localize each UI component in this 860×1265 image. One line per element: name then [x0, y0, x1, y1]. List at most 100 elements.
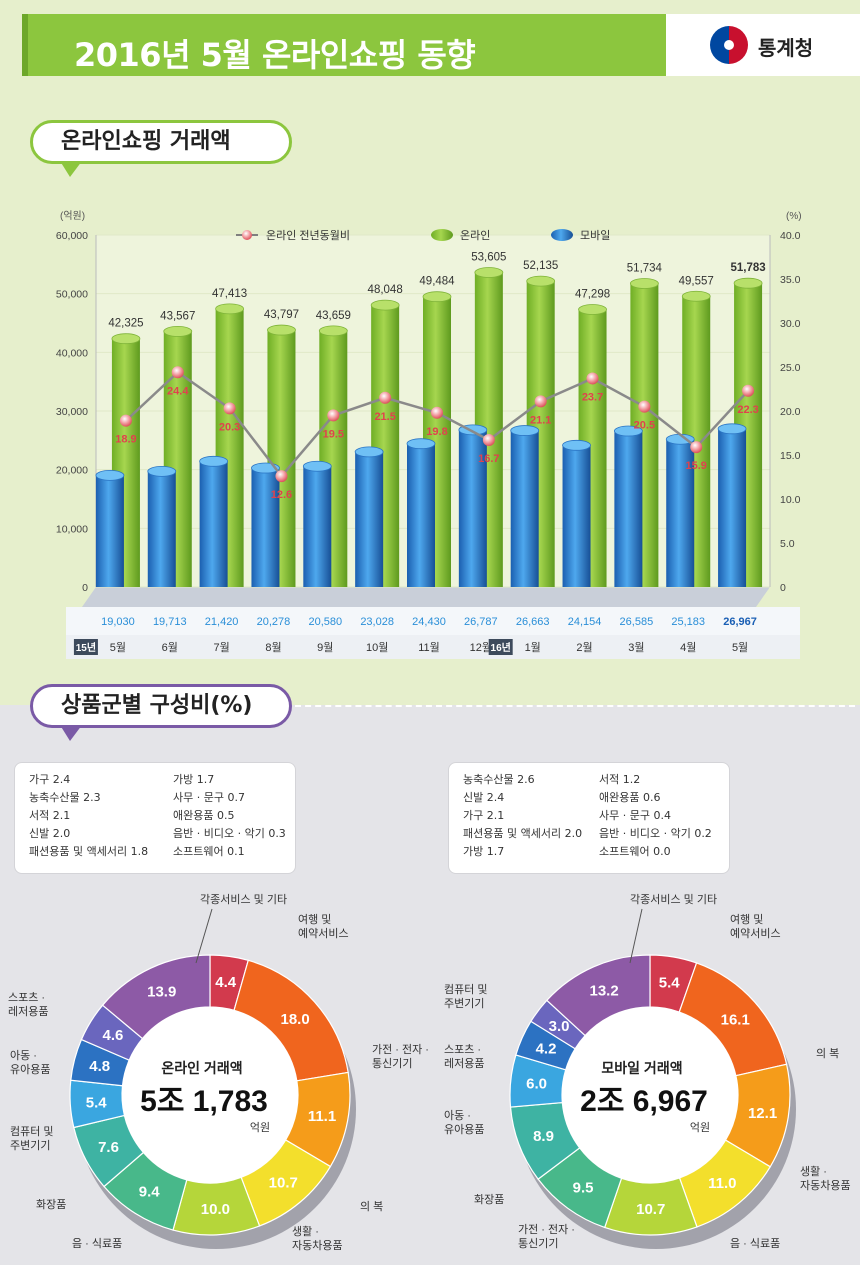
online-bar-cap [267, 324, 296, 336]
online-value-label: 53,605 [471, 252, 506, 264]
y-tick-label: 30,000 [56, 406, 88, 418]
x-tick-label: 1월 [525, 641, 541, 654]
leader-line [629, 908, 643, 964]
x-tick-label: 3월 [628, 641, 644, 654]
center-unit: 억원 [690, 1121, 710, 1134]
yoy-point [586, 372, 599, 385]
yoy-point [171, 366, 184, 379]
mobile-value-label: 25,183 [671, 616, 705, 628]
yoy-value-label: 19.8 [426, 426, 447, 438]
mobile-bar-cap [302, 460, 332, 472]
legend-swatch-mobile [551, 229, 573, 241]
online-value-label: 47,298 [575, 289, 610, 301]
x-tick-label: 5월 [110, 641, 126, 654]
category-label: 여행 및 예약서비스 [298, 913, 349, 940]
slice-value-label: 10.7 [636, 1201, 665, 1218]
other-category-item: 소프트웨어 0.1 [173, 845, 245, 858]
category-label: 컴퓨터 및 주변기기 [444, 983, 488, 1010]
mobile-bar-cap [510, 425, 540, 436]
other-category-item: 음반 · 비디오 · 악기 0.3 [173, 827, 286, 840]
mobile-value-label: 26,663 [516, 616, 550, 628]
y-tick-label: 20,000 [56, 465, 88, 477]
y2-tick-label: 10.0 [780, 494, 801, 506]
mobile-bar [458, 429, 487, 587]
month-strip [66, 635, 800, 659]
online-bar-cap [318, 325, 348, 337]
y2-tick-label: 20.0 [780, 406, 801, 418]
category-label: 가전 · 전자 · 통신기기 [518, 1223, 575, 1250]
online-other-categories: 가구 2.4 농축수산물 2.3 서적 2.1 신발 2.0 패션용품 및 액세서리 1… [14, 762, 296, 874]
yoy-point [223, 402, 236, 415]
online-value-label: 43,797 [264, 309, 299, 321]
online-bar-cap [163, 326, 193, 337]
yoy-value-label: 22.3 [737, 404, 758, 416]
category-label: 음 · 식료품 [72, 1237, 122, 1250]
donut-center [562, 1007, 738, 1183]
other-category-item: 농축수산물 2.3 [29, 791, 101, 804]
slice-value-label: 4.8 [89, 1058, 110, 1075]
online-value-label: 48,048 [368, 284, 403, 296]
section-title-composition: 상품군별 구성비(%) [30, 684, 292, 728]
online-bar-cap [681, 290, 711, 302]
y-tick-label: 50,000 [56, 289, 88, 301]
other-category-item: 패션용품 및 액세서리 2.0 [463, 827, 583, 840]
other-category-item: 음반 · 비디오 · 악기 0.2 [599, 827, 712, 840]
other-category-item: 가구 2.1 [463, 809, 505, 822]
mobile-bar-cap [717, 423, 747, 435]
mobile-value-label: 26,967 [723, 616, 757, 628]
center-label: 온라인 거래액 [161, 1060, 242, 1076]
online-value-label: 43,567 [160, 310, 195, 322]
category-label: 음 · 식료품 [730, 1237, 780, 1250]
mobile-value-label: 21,420 [205, 616, 239, 628]
category-label: 아동 · 유아용품 [10, 1049, 50, 1076]
y2-tick-label: 15.0 [780, 450, 801, 462]
mobile-bar [718, 428, 747, 587]
mobile-bar-cap [406, 438, 436, 450]
online-bar-cap [111, 333, 141, 345]
slice-value-label: 7.6 [98, 1139, 119, 1156]
mobile-bar [407, 443, 435, 587]
left-axis-unit: (억원) [60, 210, 85, 222]
yoy-point [431, 406, 443, 419]
mobile-bar-cap [613, 425, 643, 437]
slice-value-label: 11.0 [708, 1175, 736, 1192]
mobile-value-strip [66, 607, 800, 635]
right-axis-unit: (%) [786, 211, 802, 222]
mobile-bar-cap [199, 455, 229, 467]
online-bar-cap [733, 277, 763, 289]
center-unit: 억원 [250, 1121, 270, 1134]
mobile-bar [666, 439, 695, 587]
legend-label: 온라인 [460, 229, 490, 242]
slice-value-label: 3.0 [549, 1018, 570, 1035]
mobile-donut-chart: 5.4 16.1 12.1 11.0 10.7 9.5 8.9 6.0 4.2 3.0 13.2 모바… [444, 893, 851, 1250]
mobile-bar [95, 475, 124, 587]
mobile-bar [614, 431, 643, 587]
other-category-item: 사무 · 문구 0.7 [173, 791, 245, 804]
mobile-bar [147, 471, 176, 587]
online-bar-cap [526, 275, 556, 287]
category-label: 가전 · 전자 · 통신기기 [372, 1043, 429, 1070]
category-label: 화장품 [474, 1193, 504, 1206]
y-tick-label: 0 [82, 582, 88, 594]
x-tick-label: 4월 [680, 641, 696, 654]
y2-tick-label: 30.0 [780, 318, 801, 330]
category-label: 각종서비스 및 기타 [630, 893, 717, 906]
mobile-bar-cap [562, 439, 591, 451]
mobile-value-label: 26,585 [620, 616, 654, 628]
yoy-point [742, 384, 755, 397]
category-label: 생활 · 자동차용품 [800, 1164, 851, 1192]
other-category-item: 사무 · 문구 0.4 [599, 809, 671, 822]
x-tick-label: 5월 [732, 641, 748, 654]
online-donut-chart: 4.4 18.0 11.1 10.7 10.0 9.4 7.6 5.4 4.8 4.6 13.9 온라… [8, 893, 429, 1252]
slice-value-label: 8.9 [533, 1128, 554, 1145]
mobile-bar [510, 430, 539, 587]
slice-value-label: 6.0 [526, 1075, 547, 1092]
category-label: 의 복 [816, 1047, 839, 1060]
slice-value-label: 5.4 [86, 1094, 108, 1111]
year-label: 16년 [491, 641, 511, 654]
online-bar-cap [578, 304, 607, 315]
category-label: 스포츠 · 레저용품 [444, 1043, 484, 1070]
slice-value-label: 4.4 [215, 974, 237, 991]
x-tick-label: 8월 [265, 641, 281, 654]
y2-tick-label: 5.0 [780, 538, 795, 550]
